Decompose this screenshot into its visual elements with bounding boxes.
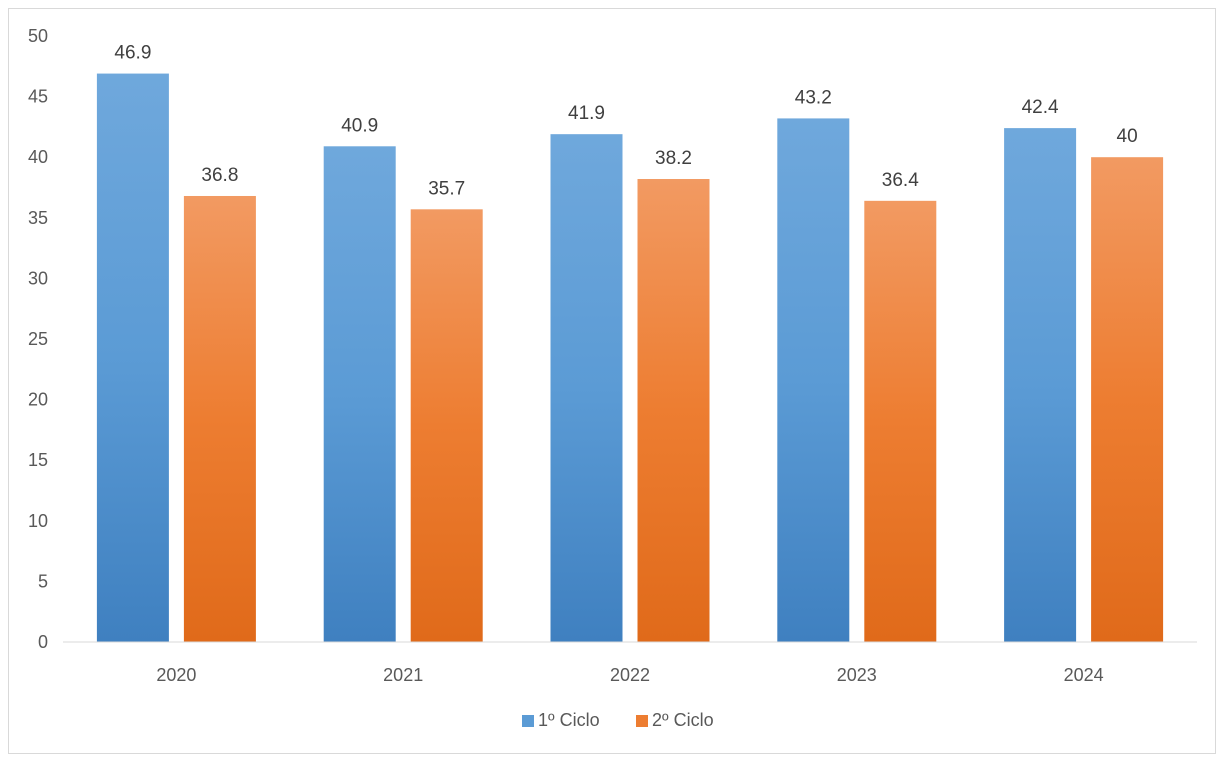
x-axis-tick-labels: 2020 2021 2022 2023 2024 <box>156 665 1103 685</box>
x-tick-label: 2022 <box>610 665 650 685</box>
data-label: 36.8 <box>201 165 238 186</box>
y-tick-label: 35 <box>28 208 48 228</box>
y-tick-label: 5 <box>38 571 48 591</box>
x-tick-label: 2020 <box>156 665 196 685</box>
y-tick-label: 25 <box>28 329 48 349</box>
bar-series1-2022 <box>550 134 623 642</box>
y-tick-label: 45 <box>28 87 48 107</box>
y-axis-tick-labels: 0 5 10 15 20 25 30 35 40 45 50 <box>28 26 48 652</box>
legend-label-1: 1º Ciclo <box>538 710 600 730</box>
y-tick-label: 50 <box>28 26 48 46</box>
x-tick-label: 2023 <box>837 665 877 685</box>
data-labels-group: 46.9 36.8 40.9 35.7 41.9 38.2 43.2 36.4 42.4 40 <box>114 43 1137 200</box>
data-label: 41.9 <box>568 103 605 124</box>
bar-series2-2022 <box>637 179 710 643</box>
bar-series1-2020 <box>96 73 169 642</box>
y-tick-label: 0 <box>38 632 48 652</box>
bars-group <box>96 73 1164 643</box>
data-label: 40 <box>1117 126 1138 147</box>
bar-series1-2024 <box>1004 128 1077 642</box>
data-label: 35.7 <box>428 178 465 199</box>
x-tick-label: 2024 <box>1064 665 1104 685</box>
data-label: 42.4 <box>1022 97 1059 118</box>
y-tick-label: 40 <box>28 147 48 167</box>
legend-label-2: 2º Ciclo <box>652 710 714 730</box>
data-label: 38.2 <box>655 148 692 169</box>
y-tick-label: 10 <box>28 511 48 531</box>
bar-series2-2023 <box>864 200 937 642</box>
legend-swatch-1 <box>522 715 534 727</box>
bar-series2-2024 <box>1091 157 1164 642</box>
y-tick-label: 30 <box>28 268 48 288</box>
bar-series2-2020 <box>183 195 256 642</box>
bar-series2-2021 <box>410 209 483 643</box>
x-tick-label: 2021 <box>383 665 423 685</box>
y-tick-label: 20 <box>28 390 48 410</box>
bar-series1-2021 <box>323 146 396 643</box>
data-label: 40.9 <box>341 115 378 136</box>
legend: 1º Ciclo 2º Ciclo <box>522 710 714 730</box>
y-tick-label: 15 <box>28 450 48 470</box>
bar-series1-2023 <box>777 118 850 642</box>
data-label: 43.2 <box>795 87 832 108</box>
data-label: 36.4 <box>882 170 919 191</box>
legend-swatch-2 <box>636 715 648 727</box>
data-label: 46.9 <box>114 43 151 64</box>
